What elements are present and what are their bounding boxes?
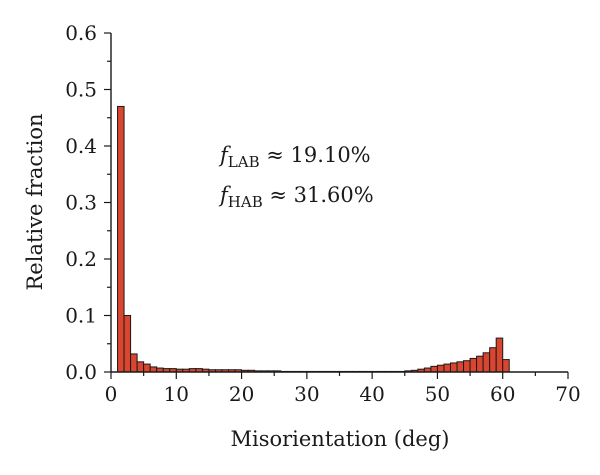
bar <box>502 359 510 373</box>
annotation-lab: fLAB ≈ 19.10% <box>218 143 371 171</box>
x-tick-label: 10 <box>164 382 189 406</box>
bar <box>495 337 504 373</box>
bar <box>443 363 451 373</box>
annotation-hab-symbol: f <box>218 183 231 207</box>
y-tick-label: 0.2 <box>65 247 97 271</box>
annotation-lab-subscript: LAB <box>228 153 260 171</box>
annotation-lab-value: ≈ 19.10% <box>260 143 371 167</box>
x-tick-label: 0 <box>105 382 118 406</box>
y-tick-label: 0.0 <box>65 360 97 384</box>
bar <box>476 355 484 373</box>
bar <box>130 353 138 373</box>
x-ticks-group: 0 10 20 30 40 50 60 70 <box>105 372 581 406</box>
y-tick-label: 0.1 <box>65 304 97 328</box>
y-tick-label: 0.5 <box>65 78 97 102</box>
bar <box>143 363 151 373</box>
y-ticks-group: 0.0 0.1 0.2 0.3 0.4 0.5 0.6 <box>65 21 111 384</box>
y-tick-label: 0.6 <box>65 21 97 45</box>
bar <box>449 362 458 373</box>
bar <box>136 361 145 373</box>
x-tick-label: 20 <box>229 382 254 406</box>
bar <box>123 315 132 373</box>
bar <box>149 366 158 373</box>
bar <box>456 361 465 373</box>
x-tick-label: 40 <box>359 382 384 406</box>
annotation-hab-value: ≈ 31.60% <box>263 183 374 207</box>
x-tick-label: 30 <box>294 382 319 406</box>
y-tick-label: 0.3 <box>65 191 97 215</box>
x-tick-label: 70 <box>555 382 580 406</box>
bar <box>469 357 478 373</box>
bar <box>482 352 491 373</box>
x-tick-label: 60 <box>490 382 515 406</box>
x-axis-title: Misorientation (deg) <box>230 427 449 451</box>
bar <box>117 105 125 373</box>
annotation-hab-subscript: HAB <box>228 193 263 211</box>
bars-group <box>117 105 510 373</box>
y-tick-label: 0.4 <box>65 134 97 158</box>
annotation-hab: fHAB ≈ 31.60% <box>218 183 374 211</box>
bar <box>489 347 497 373</box>
x-tick-label: 50 <box>425 382 450 406</box>
bar <box>430 365 438 373</box>
bar <box>463 360 471 373</box>
y-axis-title: Relative fraction <box>23 113 47 290</box>
bar <box>436 364 445 373</box>
annotation-lab-symbol: f <box>218 143 231 167</box>
